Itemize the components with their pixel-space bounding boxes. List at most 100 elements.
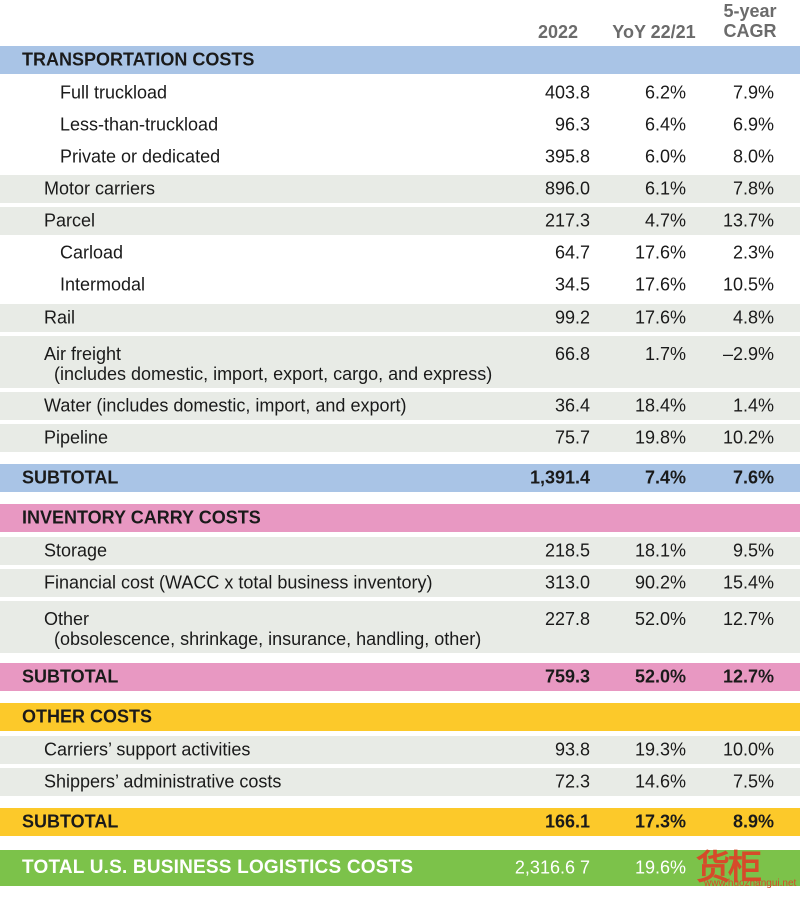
row-label: Pipeline xyxy=(44,427,109,448)
value-yoy: 1.7% xyxy=(644,344,686,364)
value-yoy: 6.1% xyxy=(644,178,686,199)
row-label: Air freight xyxy=(44,344,122,364)
value-yoy: 17.6% xyxy=(634,307,686,328)
value-cagr: 10.5% xyxy=(722,274,774,295)
value-yoy: 17.3% xyxy=(634,811,686,832)
value-cagr: 10.2% xyxy=(722,427,774,448)
value-yoy: 4.7% xyxy=(644,210,686,231)
row-label: Motor carriers xyxy=(44,178,156,199)
transportation-section-header: TRANSPORTATION COSTS xyxy=(0,46,800,74)
value-cagr: 7.9% xyxy=(732,82,774,103)
column-header-cagr: 5-year CAGR xyxy=(712,1,788,41)
section-title: TRANSPORTATION COSTS xyxy=(22,49,255,70)
value-cagr: 12.7% xyxy=(722,666,774,687)
table-row-carriers-support: Carriers’ support activities 93.8 19.3% … xyxy=(0,736,800,764)
value-yoy: 52.0% xyxy=(634,666,686,687)
value-2022: 75.7 xyxy=(554,427,590,448)
value-yoy: 18.4% xyxy=(634,395,686,416)
row-label: Carriers’ support activities xyxy=(44,739,251,760)
value-cagr: 10.0% xyxy=(722,739,774,760)
transportation-subtotal-row: SUBTOTAL 1,391.4 7.4% 7.6% xyxy=(0,464,800,492)
value-yoy: 17.6% xyxy=(634,242,686,263)
value-yoy: 52.0% xyxy=(634,609,686,629)
value-2022: 99.2 xyxy=(554,307,590,328)
row-label: Other xyxy=(44,609,90,629)
value-cagr: 4.8% xyxy=(732,307,774,328)
value-2022: 896.0 xyxy=(544,178,590,199)
value-2022: 759.3 xyxy=(544,666,590,687)
watermark-url: www.huozhangui.net xyxy=(704,878,797,889)
watermark-text: 货柜 xyxy=(696,848,762,888)
row-label: Parcel xyxy=(44,210,96,231)
value-yoy: 19.6% xyxy=(634,857,686,878)
row-label: Rail xyxy=(44,307,76,328)
value-2022: 93.8 xyxy=(554,739,590,760)
value-cagr: 6.9% xyxy=(732,114,774,135)
row-sublabel: (includes domestic, import, export, carg… xyxy=(54,364,493,384)
total-label: TOTAL U.S. BUSINESS LOGISTICS COSTS xyxy=(22,857,414,878)
value-cagr: 8.0% xyxy=(732,146,774,167)
row-label: Full truckload xyxy=(60,82,168,103)
value-2022: 218.5 xyxy=(544,540,590,561)
value-2022: 36.4 xyxy=(554,395,590,416)
column-header-2022: 2022 xyxy=(537,22,579,42)
row-label: Less-than-truckload xyxy=(60,114,219,135)
subtotal-label: SUBTOTAL xyxy=(22,666,119,687)
column-header-yoy: YoY 22/21 xyxy=(612,22,696,42)
value-yoy: 6.0% xyxy=(644,146,686,167)
subtotal-label: SUBTOTAL xyxy=(22,467,119,488)
value-yoy: 19.3% xyxy=(634,739,686,760)
row-label: Financial cost (WACC x total business in… xyxy=(44,572,433,593)
table-row-rail: Rail 99.2 17.6% 4.8% xyxy=(0,304,800,332)
row-label: Shippers’ administrative costs xyxy=(44,771,282,792)
column-headers: 2022 YoY 22/21 5-year CAGR xyxy=(0,0,800,46)
row-label: Private or dedicated xyxy=(60,146,221,167)
value-cagr: 8.9% xyxy=(732,811,774,832)
value-yoy: 17.6% xyxy=(634,274,686,295)
value-2022: 96.3 xyxy=(554,114,590,135)
value-2022: 227.8 xyxy=(544,609,590,629)
table-row-carload: Carload 64.7 17.6% 2.3% xyxy=(0,238,800,268)
value-cagr: 9.5% xyxy=(732,540,774,561)
value-cagr: 1.4% xyxy=(732,395,774,416)
value-2022: 2,316.6 7 xyxy=(514,857,590,878)
row-label: Water (includes domestic, import, and ex… xyxy=(44,395,407,416)
value-cagr: 7.6% xyxy=(732,467,774,488)
value-cagr: 7.8% xyxy=(732,178,774,199)
value-yoy: 6.2% xyxy=(644,82,686,103)
row-label: Storage xyxy=(44,540,108,561)
value-2022: 66.8 xyxy=(554,344,590,364)
table-row-parcel: Parcel 217.3 4.7% 13.7% xyxy=(0,207,800,235)
table-row-pipeline: Pipeline 75.7 19.8% 10.2% xyxy=(0,424,800,452)
table-row-shippers-admin: Shippers’ administrative costs 72.3 14.6… xyxy=(0,768,800,796)
other-costs-section-header: OTHER COSTS xyxy=(0,703,800,731)
value-cagr: 15.4% xyxy=(722,572,774,593)
inventory-section-header: INVENTORY CARRY COSTS xyxy=(0,504,800,532)
watermark-logo: 货柜 www.huozhangui.net xyxy=(696,840,800,892)
value-cagr: 2.3% xyxy=(732,242,774,263)
value-yoy: 18.1% xyxy=(634,540,686,561)
value-2022: 64.7 xyxy=(554,242,590,263)
value-cagr: 12.7% xyxy=(722,609,774,629)
value-2022: 403.8 xyxy=(544,82,590,103)
value-yoy: 14.6% xyxy=(634,771,686,792)
row-label: Intermodal xyxy=(60,274,146,295)
subtotal-label: SUBTOTAL xyxy=(22,811,119,832)
value-2022: 34.5 xyxy=(554,274,590,295)
value-2022: 313.0 xyxy=(544,572,590,593)
value-yoy: 90.2% xyxy=(634,572,686,593)
row-sublabel: (obsolescence, shrinkage, insurance, han… xyxy=(54,629,482,649)
other-costs-subtotal-row: SUBTOTAL 166.1 17.3% 8.9% xyxy=(0,808,800,836)
value-cagr: –2.9% xyxy=(722,344,774,364)
table-row-motor-carriers: Motor carriers 896.0 6.1% 7.8% xyxy=(0,175,800,203)
value-2022: 166.1 xyxy=(544,811,590,832)
table-row-water: Water (includes domestic, import, and ex… xyxy=(0,392,800,420)
total-logistics-costs-row: TOTAL U.S. BUSINESS LOGISTICS COSTS 2,31… xyxy=(0,850,800,886)
table-row-full-truckload: Full truckload 403.8 6.2% 7.9% xyxy=(0,78,800,108)
section-title: INVENTORY CARRY COSTS xyxy=(22,507,261,528)
value-yoy: 19.8% xyxy=(634,427,686,448)
value-2022: 1,391.4 xyxy=(529,467,590,488)
table-row-financial-cost: Financial cost (WACC x total business in… xyxy=(0,569,800,597)
inventory-subtotal-row: SUBTOTAL 759.3 52.0% 12.7% xyxy=(0,663,800,691)
value-yoy: 6.4% xyxy=(644,114,686,135)
